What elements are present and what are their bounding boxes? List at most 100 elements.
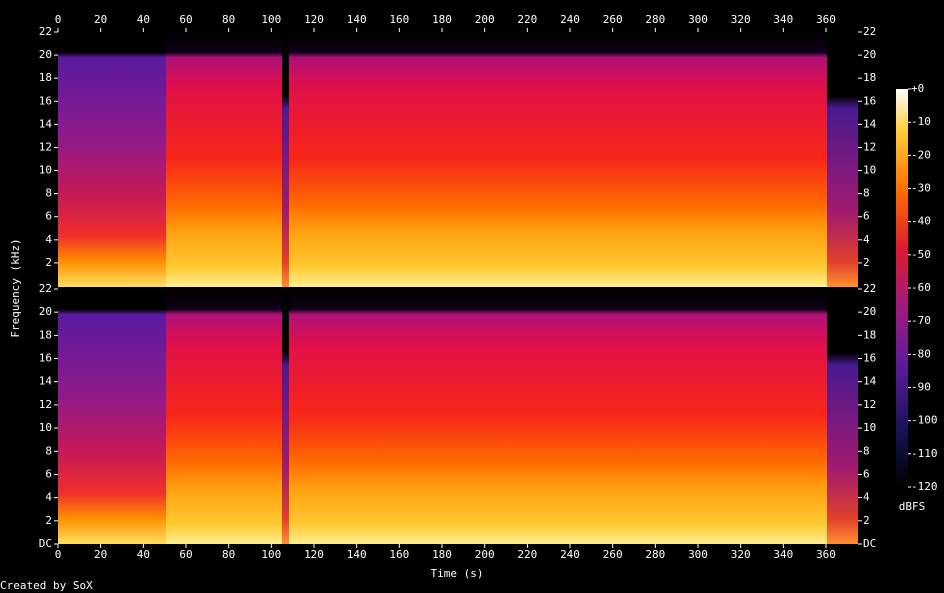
colorbar xyxy=(896,89,908,487)
x-tick-label: 120 xyxy=(304,548,324,561)
x-tick-label: 360 xyxy=(816,13,836,26)
x-tick-label: 240 xyxy=(560,548,580,561)
y-tick-label: 18 xyxy=(39,328,52,341)
y-tick-label: 4 xyxy=(863,491,870,504)
x-tick-label: 20 xyxy=(94,548,107,561)
y-tick-label: 22 xyxy=(39,25,52,38)
y-tick-label: 12 xyxy=(863,140,876,153)
x-tick-label: 360 xyxy=(816,548,836,561)
y-tick-label: 22 xyxy=(863,25,876,38)
y-tick-label: 20 xyxy=(863,48,876,61)
x-tick-label: 320 xyxy=(731,548,751,561)
y-tick-label: 20 xyxy=(863,305,876,318)
x-tick-label: 80 xyxy=(222,548,235,561)
x-tick-label: 200 xyxy=(475,13,495,26)
x-tick-label: 220 xyxy=(517,13,537,26)
x-tick-label: 100 xyxy=(261,13,281,26)
y-tick-label: 18 xyxy=(863,71,876,84)
y-tick-label: 12 xyxy=(39,398,52,411)
y-tick-label: 8 xyxy=(863,444,870,457)
y-tick-label: 4 xyxy=(45,233,52,246)
x-tick-label: 40 xyxy=(137,548,150,561)
y-tick-label: 16 xyxy=(39,352,52,365)
x-tick-label: 60 xyxy=(179,548,192,561)
colorbar-tick-label: -70 xyxy=(911,314,931,327)
y-tick-label: 20 xyxy=(39,305,52,318)
y-tick-label: 14 xyxy=(39,117,53,130)
y-tick-label: 6 xyxy=(863,210,870,223)
x-tick-label: 280 xyxy=(645,548,665,561)
colorbar-tick-label: -30 xyxy=(911,182,931,195)
colorbar-tick-label: -10 xyxy=(911,115,931,128)
colorbar-tick-label: -80 xyxy=(911,347,931,360)
colorbar-tick-label: +0 xyxy=(911,82,924,95)
x-tick-label: 0 xyxy=(55,13,62,26)
y-tick-label: 22 xyxy=(39,282,52,295)
colorbar-label: dBFS xyxy=(899,500,926,513)
x-tick-label: 60 xyxy=(179,13,192,26)
x-tick-label: 180 xyxy=(432,13,452,26)
y-tick-label: 16 xyxy=(39,94,52,107)
y-tick-label: 20 xyxy=(39,48,52,61)
x-tick-label: 340 xyxy=(773,13,793,26)
x-tick-label: 280 xyxy=(645,13,665,26)
x-tick-label: 260 xyxy=(603,548,623,561)
y-tick-label: 4 xyxy=(45,491,52,504)
y-tick-label: 4 xyxy=(863,233,870,246)
y-tick-label: 14 xyxy=(39,375,53,388)
x-tick-label: 200 xyxy=(475,548,495,561)
y-tick-label: 2 xyxy=(863,256,870,269)
y-tick-label: 8 xyxy=(45,444,52,457)
y-tick-label: 12 xyxy=(863,398,876,411)
x-tick-label: 320 xyxy=(731,13,751,26)
y-tick-label: 18 xyxy=(863,328,876,341)
y-tick-label: 2 xyxy=(45,256,52,269)
colorbar-tick-label: -100 xyxy=(911,414,938,427)
x-axis-label: Time (s) xyxy=(431,567,484,580)
y-tick-label: 2 xyxy=(863,514,870,527)
colorbar-tick-label: -50 xyxy=(911,248,931,261)
x-tick-label: 20 xyxy=(94,13,107,26)
x-tick-label: 340 xyxy=(773,548,793,561)
colorbar-tick-label: -20 xyxy=(911,148,931,161)
x-tick-label: 300 xyxy=(688,548,708,561)
y-tick-label: 22 xyxy=(863,282,876,295)
y-tick-label: 14 xyxy=(863,117,877,130)
y-tick-label: DC xyxy=(863,537,876,550)
channel-2-image xyxy=(58,289,858,544)
x-tick-label: 160 xyxy=(389,13,409,26)
x-tick-label: 260 xyxy=(603,13,623,26)
x-tick-label: 240 xyxy=(560,13,580,26)
x-tick-label: 40 xyxy=(137,13,150,26)
colorbar-tick-label: -110 xyxy=(911,447,938,460)
y-tick-label: 10 xyxy=(39,164,52,177)
y-tick-label: 10 xyxy=(863,421,876,434)
y-tick-label: 16 xyxy=(863,94,876,107)
y-tick-label: 18 xyxy=(39,71,52,84)
x-tick-label: 220 xyxy=(517,548,537,561)
y-tick-label: 8 xyxy=(863,187,870,200)
y-tick-label: DC xyxy=(39,537,52,550)
y-tick-label: 2 xyxy=(45,514,52,527)
colorbar-tick-label: -40 xyxy=(911,215,931,228)
x-tick-label: 140 xyxy=(347,13,367,26)
x-tick-label: 120 xyxy=(304,13,324,26)
x-tick-label: 0 xyxy=(55,548,62,561)
y-tick-label: 6 xyxy=(45,467,52,480)
x-tick-label: 180 xyxy=(432,548,452,561)
x-tick-label: 160 xyxy=(389,548,409,561)
x-tick-label: 140 xyxy=(347,548,367,561)
y-tick-label: 10 xyxy=(863,164,876,177)
x-tick-label: 80 xyxy=(222,13,235,26)
credit: Created by SoX xyxy=(0,579,93,592)
y-axis-label: Frequency (kHz) xyxy=(9,238,22,337)
x-tick-label: 300 xyxy=(688,13,708,26)
y-tick-label: 6 xyxy=(863,467,870,480)
colorbar-tick-label: -60 xyxy=(911,281,931,294)
colorbar-tick-label: -90 xyxy=(911,381,931,394)
channel-1-image xyxy=(58,32,858,287)
y-tick-label: 6 xyxy=(45,210,52,223)
y-tick-label: 14 xyxy=(863,375,877,388)
x-tick-label: 100 xyxy=(261,548,281,561)
